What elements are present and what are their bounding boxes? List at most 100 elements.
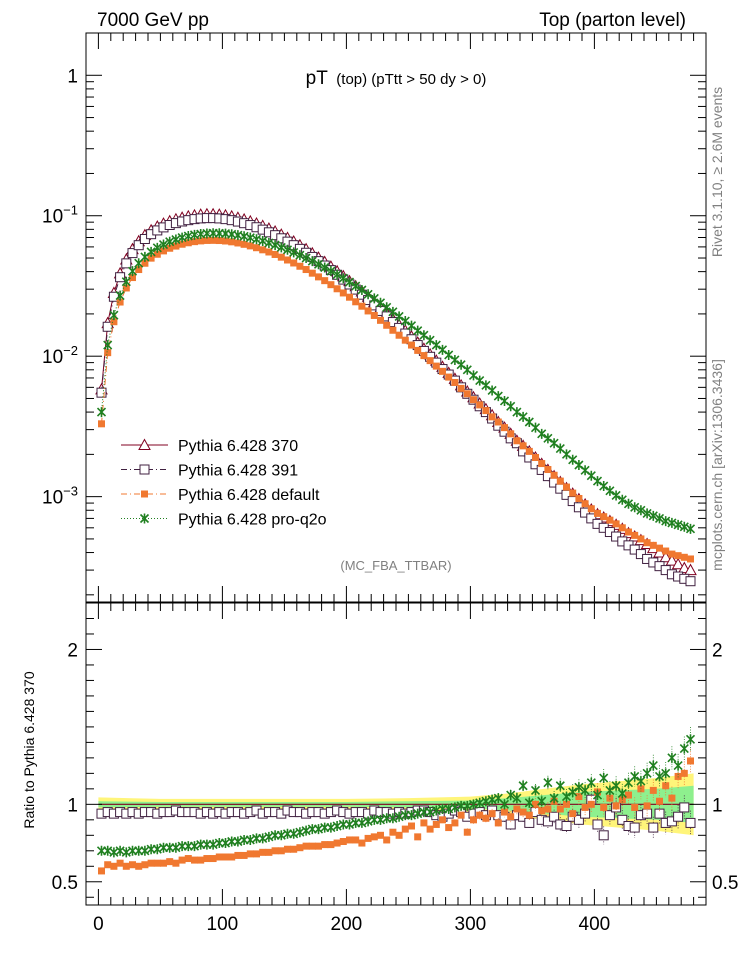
- ratio-data-point: [383, 836, 391, 844]
- data-point-pythia-6-428-default: [662, 547, 670, 555]
- data-point-pythia-6-428-pro-q2o: [295, 250, 305, 261]
- data-point-pythia-6-428-391: [133, 240, 144, 251]
- ratio-data-point: [277, 847, 285, 855]
- data-point-pythia-6-428-default: [377, 316, 384, 324]
- ratio-data-point: [109, 847, 119, 858]
- data-point-pythia-6-428-default: [222, 237, 229, 245]
- ratio-data-point: [122, 862, 130, 870]
- legend-marker: [141, 490, 148, 498]
- data-point-pythia-6-428-default: [606, 516, 614, 524]
- data-point-pythia-6-428-default: [277, 253, 285, 261]
- data-point-pythia-6-428-default: [600, 513, 608, 521]
- ratio-data-point: [537, 796, 547, 807]
- data-point-pythia-6-428-default: [315, 273, 322, 281]
- ratio-data-point: [451, 819, 459, 827]
- ratio-data-point: [580, 785, 590, 796]
- main-title-sub: (top) (pTtt > 50 dy > 0): [336, 71, 486, 88]
- data-point-pythia-6-428-default: [147, 254, 155, 262]
- ratio-data-point: [253, 850, 260, 858]
- data-point-pythia-6-428-default: [246, 242, 254, 250]
- data-point-pythia-6-428-default: [302, 266, 310, 274]
- data-point-pythia-6-428-pro-q2o: [158, 239, 169, 250]
- data-point-pythia-6-428-pro-q2o: [661, 516, 671, 527]
- x-tick-label: 100: [207, 914, 239, 935]
- data-point-pythia-6-428-pro-q2o: [667, 517, 677, 528]
- ratio-data-point: [346, 836, 353, 844]
- ratio-y-tick-label-right: 2: [712, 640, 723, 661]
- data-point-pythia-6-428-default: [432, 362, 440, 370]
- ratio-data-point: [586, 777, 596, 788]
- data-point-pythia-6-428-pro-q2o: [499, 395, 510, 406]
- ratio-data-point: [569, 810, 577, 818]
- ratio-data-point: [258, 833, 268, 844]
- data-point-pythia-6-428-default: [215, 237, 223, 245]
- ratio-data-point: [494, 819, 502, 827]
- main-panel: 1 10−1 10−2 10−3 pT (top) (pTtt > 50 dy > 0…: [42, 32, 707, 603]
- ratio-data-point: [643, 802, 651, 810]
- data-point-pythia-6-428-default: [532, 453, 539, 461]
- data-point-pythia-6-428-default: [166, 244, 174, 252]
- ratio-data-point: [513, 805, 521, 813]
- ratio-data-point: [581, 803, 589, 811]
- ratio-panel: 0.5 0.5 1 1 2 2 0 100 200 300 400 Ratio to Pythia …: [21, 602, 738, 935]
- ratio-data-point: [654, 808, 665, 819]
- ratio-data-point: [470, 816, 477, 824]
- ratio-data-point: [661, 768, 671, 779]
- ratio-data-point: [432, 820, 440, 828]
- data-point-pythia-6-428-pro-q2o: [654, 513, 665, 524]
- data-point-pythia-6-428-pro-q2o: [289, 247, 299, 258]
- data-point-pythia-6-428-391: [96, 387, 107, 398]
- ratio-data-point: [600, 803, 608, 811]
- ratio-data-point: [629, 822, 640, 833]
- ratio-data-point: [140, 845, 150, 856]
- ratio-y-axis-label: Ratio to Pythia 6.428 370: [21, 671, 37, 828]
- data-point-pythia-6-428-pro-q2o: [623, 498, 634, 509]
- side-label-rivet: Rivet 3.1.10, ≥ 2.6M events: [709, 87, 725, 257]
- ratio-data-point: [364, 834, 372, 842]
- ratio-data-point: [604, 810, 615, 821]
- y-tick-label: 10−2: [42, 343, 78, 368]
- series-points-pythia-6-428-default: [98, 236, 694, 563]
- data-point-pythia-6-428-pro-q2o: [605, 485, 615, 496]
- data-point-pythia-6-428-pro-q2o: [320, 262, 330, 273]
- data-point-pythia-6-428-default: [308, 269, 316, 277]
- ratio-data-point: [685, 817, 696, 828]
- ratio-data-point: [649, 786, 657, 794]
- data-point-pythia-6-428-default: [259, 246, 267, 254]
- data-point-pythia-6-428-default: [240, 240, 248, 248]
- ratio-frame: [85, 602, 707, 906]
- ratio-data-point: [276, 830, 286, 841]
- ratio-data-point: [301, 825, 311, 836]
- legend-label: Pythia 6.428 391: [178, 463, 298, 480]
- legend: Pythia 6.428 370 Pythia 6.428 391 Pythia 6…: [121, 438, 327, 529]
- ratio-data-point: [332, 821, 342, 832]
- data-point-pythia-6-428-pro-q2o: [369, 293, 379, 304]
- ratio-data-point: [129, 861, 136, 869]
- ratio-data-point: [184, 855, 192, 863]
- ratio-data-point: [538, 807, 546, 815]
- ratio-data-point: [290, 845, 298, 853]
- data-point-pythia-6-428-pro-q2o: [468, 370, 479, 381]
- legend-marker: [139, 464, 150, 475]
- data-point-pythia-6-428-default: [488, 413, 496, 421]
- data-point-pythia-6-428-default: [414, 346, 422, 354]
- data-point-pythia-6-428-pro-q2o: [152, 242, 162, 253]
- ratio-data-point: [358, 839, 366, 847]
- ratio-data-point: [506, 790, 516, 801]
- ratio-data-point: [259, 848, 267, 856]
- data-point-pythia-6-428-default: [122, 284, 130, 292]
- ratio-data-point: [598, 830, 609, 841]
- legend-entry-pythia-6-428-default: Pythia 6.428 default: [121, 487, 320, 504]
- data-point-pythia-6-428-pro-q2o: [462, 364, 472, 375]
- ratio-data-point: [171, 842, 181, 853]
- ratio-data-point: [463, 828, 471, 836]
- data-point-pythia-6-428-pro-q2o: [406, 320, 417, 331]
- ratio-data-point: [555, 780, 565, 791]
- data-point-pythia-6-428-pro-q2o: [444, 349, 454, 360]
- data-point-pythia-6-428-391: [102, 321, 113, 332]
- ratio-data-point: [439, 816, 446, 824]
- ratio-data-point: [152, 844, 162, 855]
- data-point-pythia-6-428-default: [476, 401, 484, 409]
- ratio-data-point: [544, 805, 552, 813]
- data-point-pythia-6-428-pro-q2o: [630, 502, 640, 513]
